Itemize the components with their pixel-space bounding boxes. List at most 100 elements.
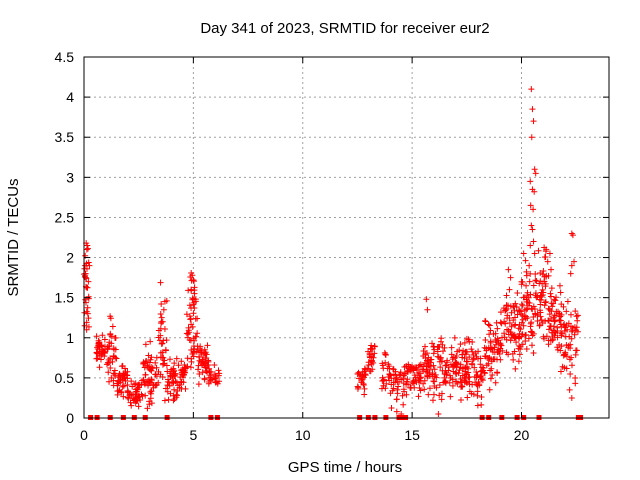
data-point (114, 388, 121, 395)
data-point (471, 364, 478, 371)
data-point (394, 390, 401, 397)
data-point (433, 384, 440, 391)
data-point (93, 349, 100, 356)
data-point (361, 391, 368, 398)
data-point (85, 278, 92, 285)
data-point (149, 365, 156, 372)
data-point (534, 293, 541, 300)
data-point (469, 348, 476, 355)
axis-ticks: 0 0.5 1 1.5 2 2.5 3 3.5 4 4.5 0 5 10 15 20 (55, 49, 609, 443)
data-point (456, 367, 463, 374)
data-point (401, 388, 408, 395)
chart-title: Day 341 of 2023, SRMTID for receiver eur… (200, 20, 489, 37)
data-point (412, 374, 419, 381)
data-point (83, 326, 90, 333)
data-point (478, 401, 485, 408)
data-point (174, 388, 181, 395)
data-point (486, 386, 493, 393)
data-point (119, 375, 126, 382)
data-point (481, 369, 488, 376)
data-point (204, 342, 211, 349)
data-point (162, 385, 169, 392)
data-point (202, 349, 209, 356)
data-point (426, 385, 433, 392)
data-point (148, 400, 155, 407)
data-point (497, 345, 504, 352)
data-point (574, 317, 581, 324)
data-point (133, 388, 140, 395)
data-point (448, 344, 455, 351)
data-point (538, 317, 545, 324)
data-point (545, 272, 552, 279)
data-point (430, 362, 437, 369)
data-point (147, 338, 154, 345)
data-point (574, 312, 581, 319)
data-point (422, 351, 429, 358)
data-point (405, 381, 412, 388)
data-point (452, 370, 459, 377)
data-point (401, 371, 408, 378)
data-point (189, 323, 196, 330)
data-point (423, 296, 430, 303)
data-point (157, 325, 164, 332)
data-point (466, 354, 473, 361)
data-point (184, 363, 191, 370)
data-point (501, 330, 508, 337)
data-point (393, 408, 400, 415)
data-point (424, 373, 431, 380)
data-point (572, 374, 579, 381)
data-point (383, 380, 390, 387)
data-point (567, 370, 574, 377)
data-point (435, 410, 442, 417)
data-point (190, 310, 197, 317)
y-tick-label: 2 (66, 250, 74, 266)
data-point (489, 372, 496, 379)
data-point (519, 302, 526, 309)
data-point (180, 379, 187, 386)
data-point (521, 294, 528, 301)
data-point (216, 378, 223, 385)
data-point (421, 359, 428, 366)
data-point (531, 306, 538, 313)
data-point (476, 381, 483, 388)
data-point (549, 303, 556, 310)
data-point (501, 334, 508, 341)
data-point (159, 374, 166, 381)
data-point (121, 365, 128, 372)
data-point (518, 301, 525, 308)
data-point (191, 345, 198, 352)
data-point (461, 339, 468, 346)
data-point (404, 367, 411, 374)
data-point (482, 318, 489, 325)
data-point (542, 254, 549, 261)
data-point (452, 360, 459, 367)
data-point (165, 376, 172, 383)
data-point (400, 380, 407, 387)
data-point (387, 372, 394, 379)
data-point (435, 343, 442, 350)
data-point (421, 377, 428, 384)
data-point (368, 358, 375, 365)
data-point (94, 345, 101, 352)
data-point (560, 303, 567, 310)
data-point (449, 376, 456, 383)
data-point (356, 371, 363, 378)
data-point (400, 375, 407, 382)
data-point (429, 340, 436, 347)
data-point (557, 317, 564, 324)
data-point (572, 351, 579, 358)
data-point (537, 309, 544, 316)
data-point (142, 371, 149, 378)
data-point (528, 134, 535, 141)
data-point (168, 366, 175, 373)
data-point (511, 307, 518, 314)
data-point (449, 356, 456, 363)
data-point (461, 377, 468, 384)
data-point (529, 106, 536, 113)
data-point (529, 329, 536, 336)
data-point (379, 378, 386, 385)
data-point (524, 298, 531, 305)
data-point (524, 315, 531, 322)
data-point (464, 363, 471, 370)
data-point (194, 315, 201, 322)
